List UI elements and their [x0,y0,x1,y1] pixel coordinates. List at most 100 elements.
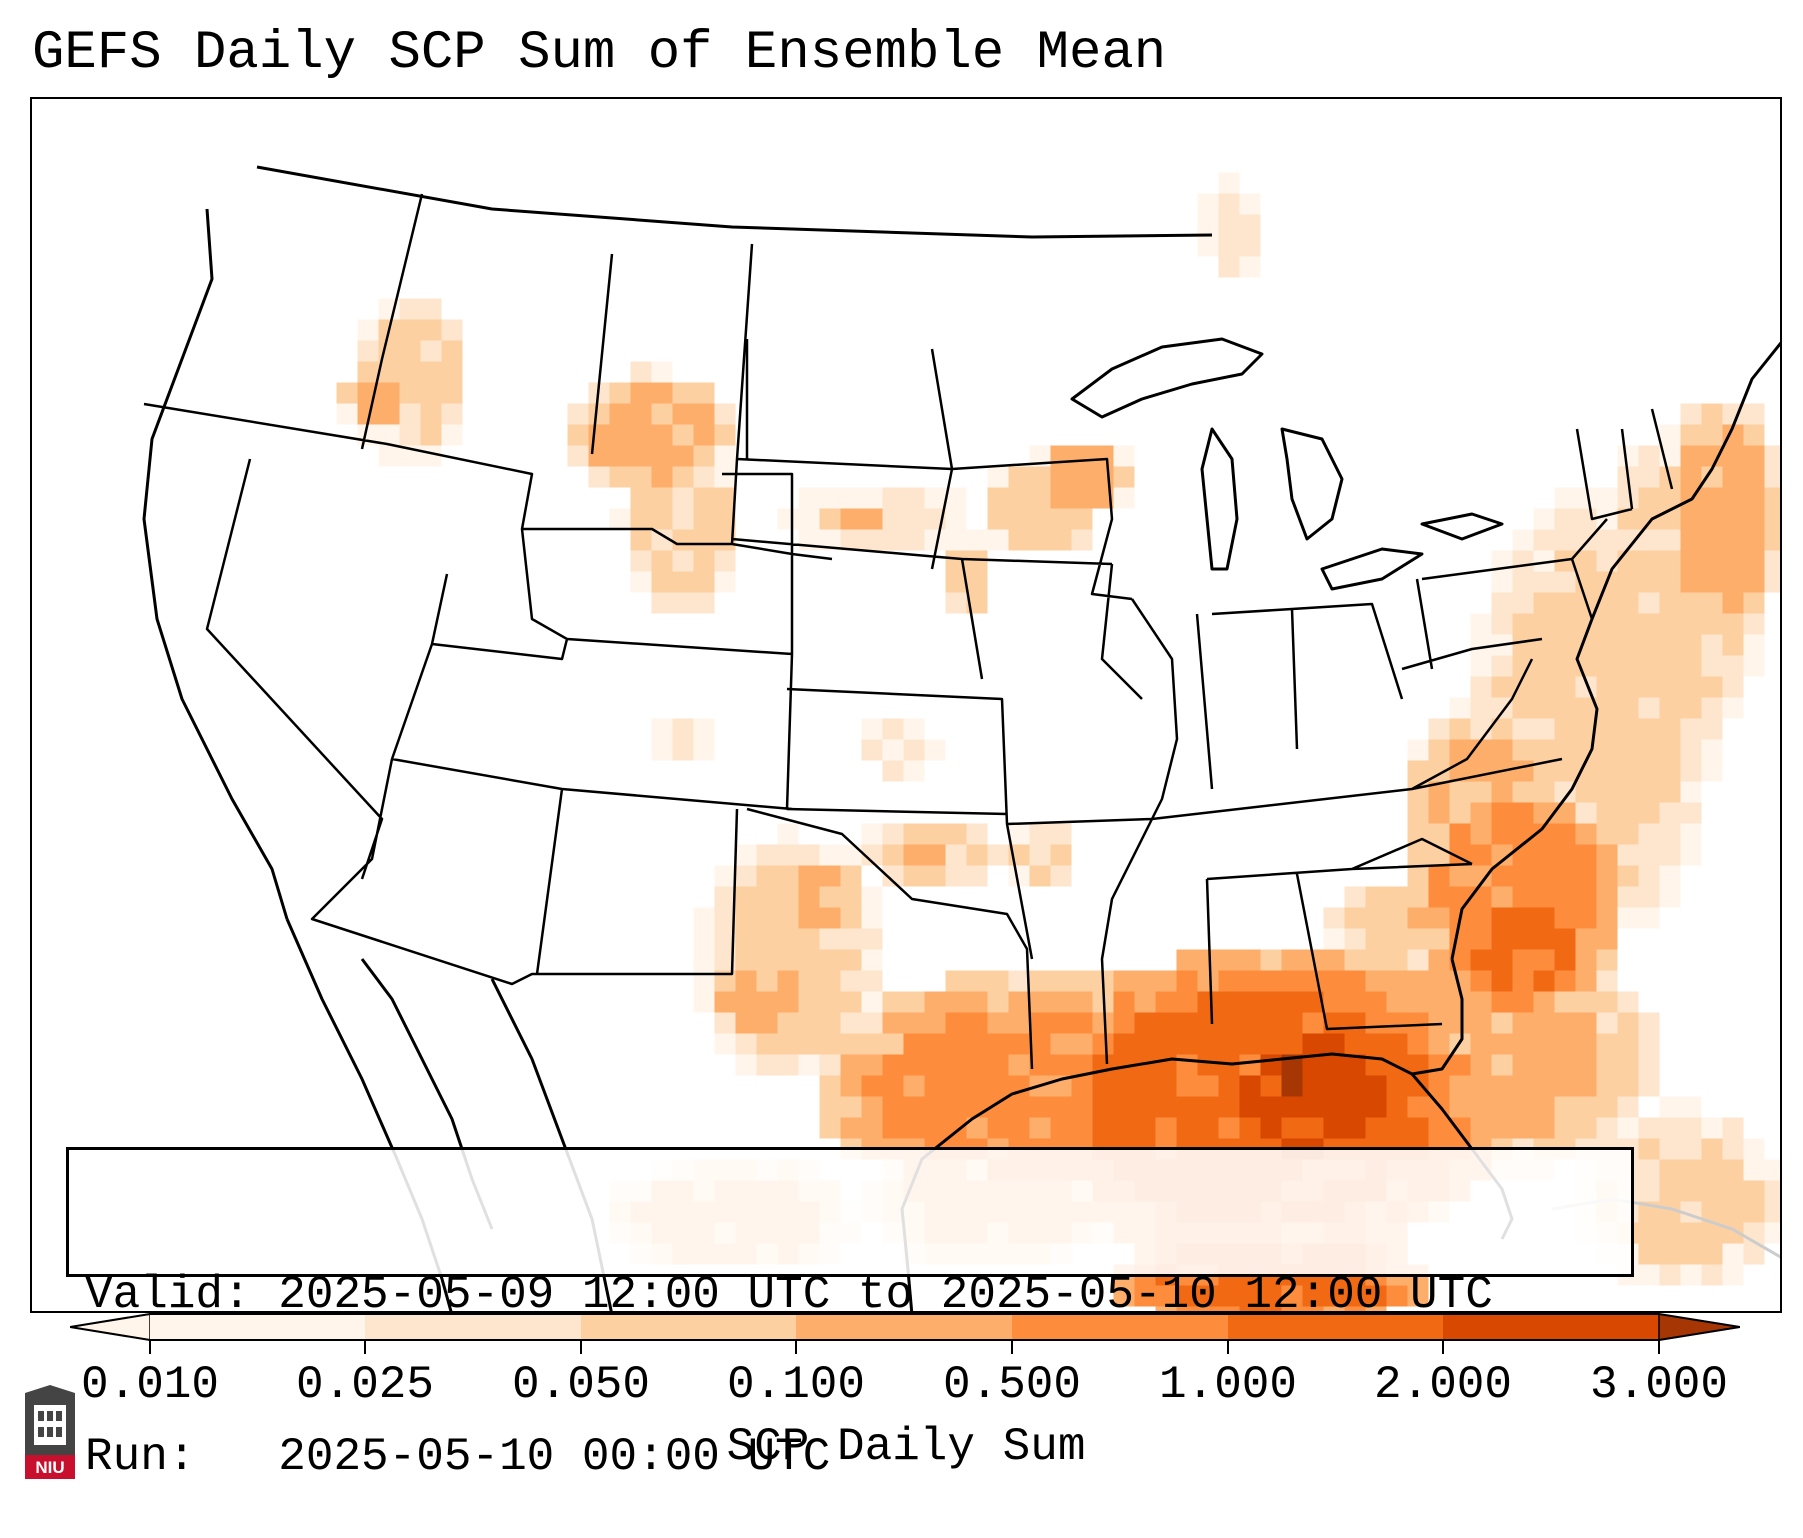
scp-grid-cell [945,1117,967,1139]
scp-grid-cell [819,1096,841,1118]
scp-grid-cell [1029,1033,1051,1055]
scp-grid-cell [1659,823,1681,845]
scp-grid-cell [1596,613,1618,635]
scp-grid-cell [1470,844,1492,866]
scp-grid-cell [1176,1012,1198,1034]
scp-grid-cell [840,949,862,971]
scp-grid-cell [1260,1096,1282,1118]
scp-grid-cell [441,382,463,404]
scp-grid-cell [1617,550,1639,572]
scp-grid-cell [924,844,946,866]
scp-grid-cell [1386,1012,1408,1034]
scp-grid-cell [756,1033,778,1055]
scp-grid-cell [1596,823,1618,845]
scp-grid-cell [399,403,421,425]
scp-grid-cell [882,760,904,782]
scp-grid-cell [861,1096,883,1118]
scp-grid-cell [1722,1180,1744,1202]
scp-grid-cell [1155,1117,1177,1139]
scp-grid-cell [1575,823,1597,845]
scp-grid-cell [1575,907,1597,929]
scp-grid-cell [1638,697,1660,719]
scp-grid-cell [1533,970,1555,992]
scp-grid-cell [1722,487,1744,509]
scp-grid-cell [1218,256,1240,278]
scp-grid-cell [714,991,736,1013]
scp-grid-cell [1701,697,1723,719]
scp-grid-cell [1344,1285,1366,1307]
scp-grid-cell [714,970,736,992]
scp-grid-cell [1491,991,1513,1013]
scp-grid-cell [630,508,652,530]
scp-grid-cell [1743,508,1765,530]
scp-grid-cell [945,844,967,866]
scp-grid-cell [1155,970,1177,992]
scp-grid-cell [1638,823,1660,845]
scp-grid-cell [1407,1096,1429,1118]
map-panel [30,97,1782,1313]
scp-grid-cell [1239,970,1261,992]
scp-grid-cell [567,424,589,446]
scp-grid-cell [945,487,967,509]
scp-grid-cell [819,928,841,950]
scp-grid-cell [1680,403,1702,425]
scp-grid-cell [1764,466,1780,488]
scp-grid-cell [903,1054,925,1076]
scp-grid-cell [777,1054,799,1076]
scp-grid-cell [1680,424,1702,446]
scp-grid-cell [672,424,694,446]
scp-grid-cell [882,823,904,845]
scp-grid-cell [1113,1033,1135,1055]
scp-grid-cell [1638,802,1660,824]
scp-grid-cell [1701,529,1723,551]
scp-grid-cell [987,970,1009,992]
scp-grid-cell [1512,886,1534,908]
scp-grid-cell [609,382,631,404]
scp-grid-cell [1596,1075,1618,1097]
scp-grid-cell [1155,991,1177,1013]
scp-grid-cell [1071,1117,1093,1139]
scp-grid-cell [819,1054,841,1076]
scp-grid-cell [567,445,589,467]
scp-grid-cell [840,1033,862,1055]
scp-grid-cell [1407,1012,1429,1034]
scp-grid-cell [1680,1096,1702,1118]
scp-grid-cell [756,844,778,866]
scp-grid-cell [1638,907,1660,929]
scp-grid-cell [714,1033,736,1055]
scp-grid-cell [1596,970,1618,992]
scp-grid-cell [1113,970,1135,992]
scp-grid-cell [1533,1054,1555,1076]
scp-grid-cell [861,949,883,971]
scp-grid-cell [1512,970,1534,992]
scp-grid-cell [819,907,841,929]
scp-grid-cell [1743,1138,1765,1160]
scp-grid-cell [1470,886,1492,908]
scp-grid-cell [861,718,883,740]
scp-grid-cell [1596,1117,1618,1139]
scp-grid-cell [1365,949,1387,971]
scp-grid-cell [798,1012,820,1034]
scp-grid-cell [1512,802,1534,824]
scp-grid-cell [441,403,463,425]
scp-grid-cell [1197,1285,1219,1307]
scp-grid-cell [819,1117,841,1139]
scp-grid-cell [1512,592,1534,614]
scp-grid-cell [1743,487,1765,509]
scp-grid-cell [1554,613,1576,635]
scp-grid-cell [882,991,904,1013]
scp-grid-cell [378,361,400,383]
scp-grid-cell [1680,508,1702,530]
scp-grid-cell [1659,844,1681,866]
scp-grid-cell [987,844,1009,866]
scp-grid-cell [987,1075,1009,1097]
scp-grid-cell [1680,1222,1702,1244]
scp-grid-cell [1722,676,1744,698]
scp-grid-cell [1218,1075,1240,1097]
scp-grid-cell [756,928,778,950]
scp-grid-cell [609,403,631,425]
scp-grid-cell [1491,613,1513,635]
scp-grid-cell [945,1054,967,1076]
scp-grid-cell [1218,1117,1240,1139]
scp-grid-cell [1659,760,1681,782]
